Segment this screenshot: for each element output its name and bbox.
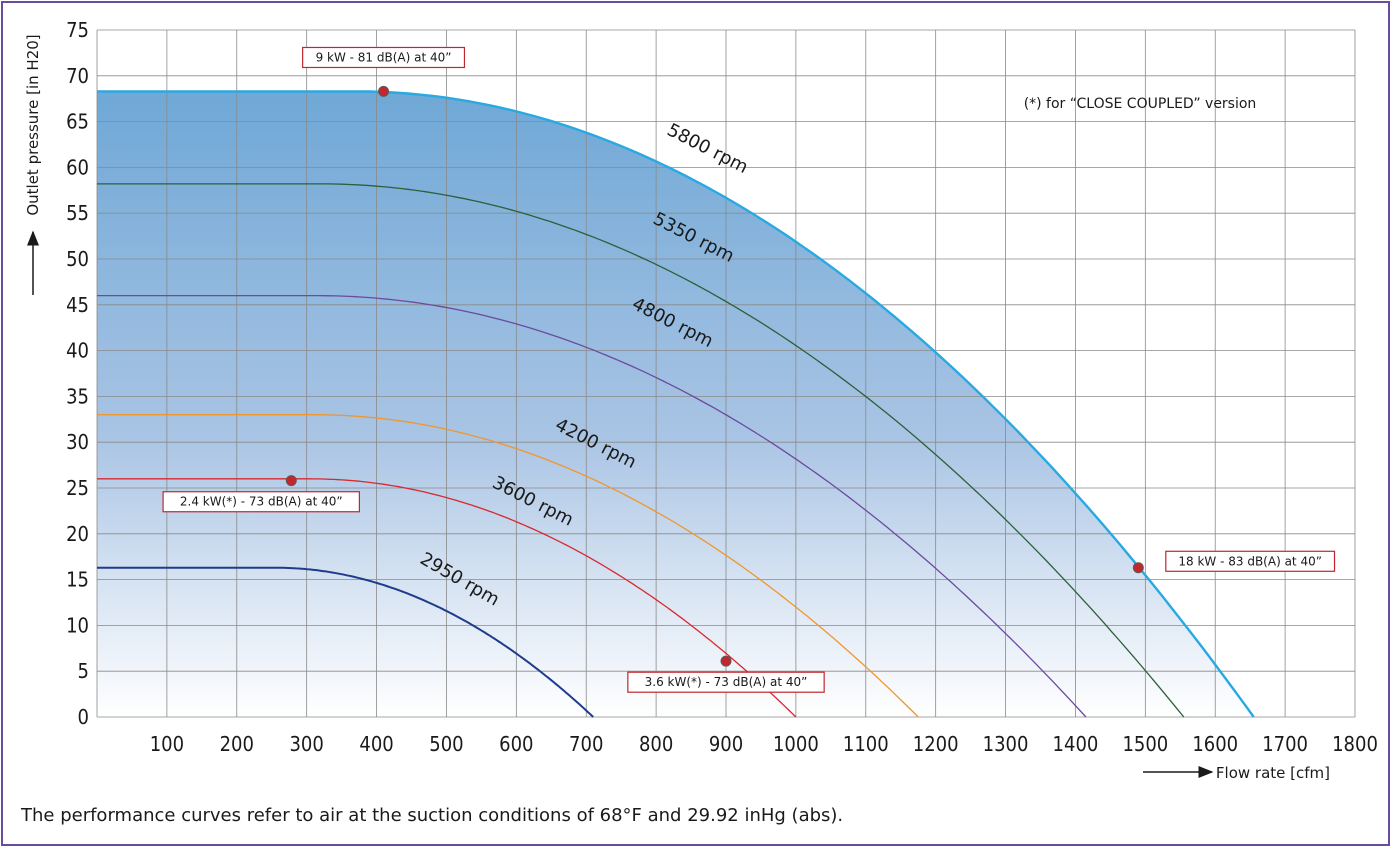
curve-4200-rpm: [97, 414, 919, 718]
y-tick-label: 20: [66, 522, 89, 546]
operating-point-marker: [285, 475, 297, 487]
y-tick-label: 40: [66, 339, 89, 363]
callout-label: 9 kW - 81 dB(A) at 40”: [316, 50, 452, 64]
y-tick-label: 15: [66, 568, 89, 592]
y-tick-label: 65: [66, 110, 89, 134]
callout-box: [162, 491, 360, 513]
y-tick-label: 45: [66, 293, 89, 317]
operating-point-callout: 18 kW - 83 dB(A) at 40”: [1132, 550, 1336, 574]
close-coupled-note: (*) for “CLOSE COUPLED” version: [1024, 96, 1257, 112]
y-axis-title: Outlet pressure [in H20]: [24, 34, 42, 215]
y-tick-label: 50: [66, 247, 89, 271]
operating-point-callout: 3.6 kW(*) - 73 dB(A) at 40”: [627, 655, 825, 693]
curve-3600-rpm: [97, 478, 797, 718]
x-tick-label: 1000: [773, 732, 819, 756]
x-tick-label: 600: [499, 732, 533, 756]
operating-point-marker: [720, 655, 732, 667]
x-tick-label: 200: [220, 732, 254, 756]
x-tick-label: 400: [359, 732, 393, 756]
callout-label: 2.4 kW(*) - 73 dB(A) at 40”: [180, 495, 343, 509]
x-tick-label: 1500: [1122, 732, 1168, 756]
x-tick-label: 1400: [1053, 732, 1099, 756]
footnote: The performance curves refer to air at t…: [21, 805, 844, 826]
y-tick-label: 10: [66, 613, 89, 637]
curve-4800-rpm: [97, 294, 1087, 718]
operating-envelope-fill: [97, 91, 1254, 717]
curve-2950-rpm: [97, 566, 594, 718]
callout-box: [302, 46, 466, 69]
operating-point-marker: [1132, 562, 1144, 574]
x-tick-label: 700: [569, 732, 603, 756]
x-tick-label: 1100: [843, 732, 889, 756]
operating-point-marker: [378, 85, 390, 97]
callout-label: 18 kW - 83 dB(A) at 40”: [1178, 554, 1322, 568]
x-tick-label: 300: [289, 732, 323, 756]
y-tick-label: 75: [66, 18, 89, 42]
y-tick-label: 55: [66, 201, 89, 225]
x-axis-title: Flow rate [cfm]: [1216, 764, 1330, 782]
y-tick-label: 30: [66, 430, 89, 454]
callout-label: 3.6 kW(*) - 73 dB(A) at 40”: [645, 675, 808, 689]
curve-5350-rpm: [97, 183, 1185, 718]
callout-box: [627, 671, 825, 693]
operating-point-callout: 9 kW - 81 dB(A) at 40”: [302, 46, 466, 97]
curve-label: 5800 rpm: [664, 119, 752, 178]
x-tick-label: 500: [429, 732, 463, 756]
x-tick-label: 1200: [913, 732, 959, 756]
callout-box: [1165, 550, 1336, 572]
x-tick-label: 900: [709, 732, 743, 756]
x-tick-label: 800: [639, 732, 673, 756]
y-tick-label: 70: [66, 64, 89, 88]
x-tick-label: 1700: [1262, 732, 1308, 756]
y-tick-label: 0: [78, 705, 89, 729]
y-tick-label: 5: [78, 659, 89, 683]
x-tick-label: 1800: [1332, 732, 1378, 756]
curve-5800-rpm: [97, 90, 1255, 718]
y-tick-label: 60: [66, 155, 89, 179]
x-tick-label: 100: [150, 732, 184, 756]
x-tick-label: 1600: [1192, 732, 1238, 756]
y-tick-label: 25: [66, 476, 89, 500]
x-tick-label: 1300: [983, 732, 1029, 756]
operating-point-callout: 2.4 kW(*) - 73 dB(A) at 40”: [162, 475, 360, 513]
y-tick-label: 35: [66, 384, 89, 408]
